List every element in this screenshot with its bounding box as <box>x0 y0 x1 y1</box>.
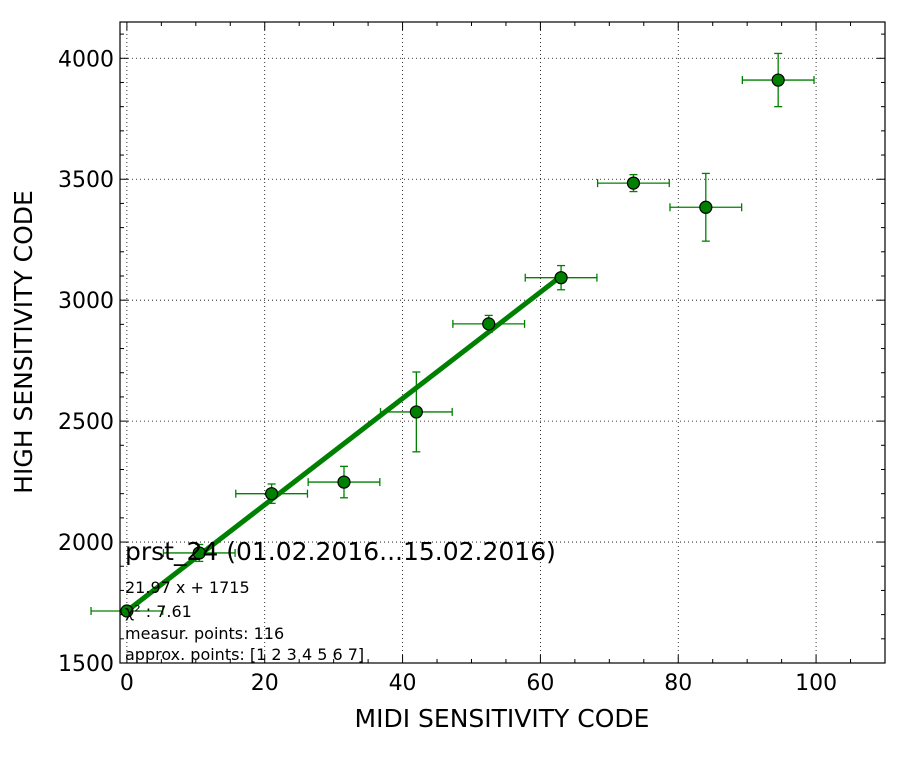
y-tick-label: 2500 <box>58 410 114 435</box>
data-point <box>379 371 453 453</box>
annotation-approx-points: approx. points: [1 2 3 4 5 6 7] <box>125 645 364 664</box>
data-point <box>162 543 236 563</box>
data-point <box>307 465 381 499</box>
x-tick-label: 80 <box>664 671 692 696</box>
point-marker <box>699 200 713 214</box>
point-marker <box>192 546 206 560</box>
point-marker <box>120 604 134 618</box>
y-axis-label: HIGH SENSITIVITY CODE <box>9 190 38 494</box>
point-marker <box>482 317 496 331</box>
x-tick-label: 0 <box>120 671 134 696</box>
data-point <box>524 264 598 291</box>
data-points <box>90 52 815 618</box>
y-tick-label: 3500 <box>58 168 114 193</box>
y-tick-label: 4000 <box>58 47 114 72</box>
y-tick-label: 1500 <box>58 652 114 677</box>
x-tick-label: 40 <box>389 671 417 696</box>
annotation-chi2: χ² : 7.61 <box>125 602 192 621</box>
point-marker <box>337 475 351 489</box>
plot-background <box>120 22 885 663</box>
plot-frame <box>119 21 886 664</box>
point-marker <box>554 271 568 285</box>
point-marker <box>265 487 279 501</box>
data-point <box>741 52 815 108</box>
point-marker <box>626 176 641 190</box>
data-point <box>235 483 309 505</box>
grid <box>120 22 885 664</box>
annotation-equation: 21.97 x + 1715 <box>125 578 250 597</box>
data-point <box>596 173 670 193</box>
data-point <box>452 314 526 333</box>
x-axis-label: MIDI SENSITIVITY CODE <box>355 704 650 733</box>
annotation-title: prst_24 (01.02.2016...15.02.2016) <box>125 537 556 566</box>
ticks: 0 20 40 60 80 100 1500 2000 2500 3000 3500 4000 <box>58 22 886 696</box>
data-point <box>669 172 743 242</box>
x-tick-label: 100 <box>795 671 837 696</box>
point-marker <box>409 405 423 419</box>
point-marker <box>771 73 785 87</box>
data-point <box>90 604 164 618</box>
y-tick-label: 3000 <box>58 289 114 314</box>
y-tick-label: 2000 <box>58 531 114 556</box>
x-tick-label: 60 <box>526 671 554 696</box>
x-tick-label: 20 <box>251 671 279 696</box>
annotation-measured-points: measur. points: 116 <box>125 624 284 643</box>
